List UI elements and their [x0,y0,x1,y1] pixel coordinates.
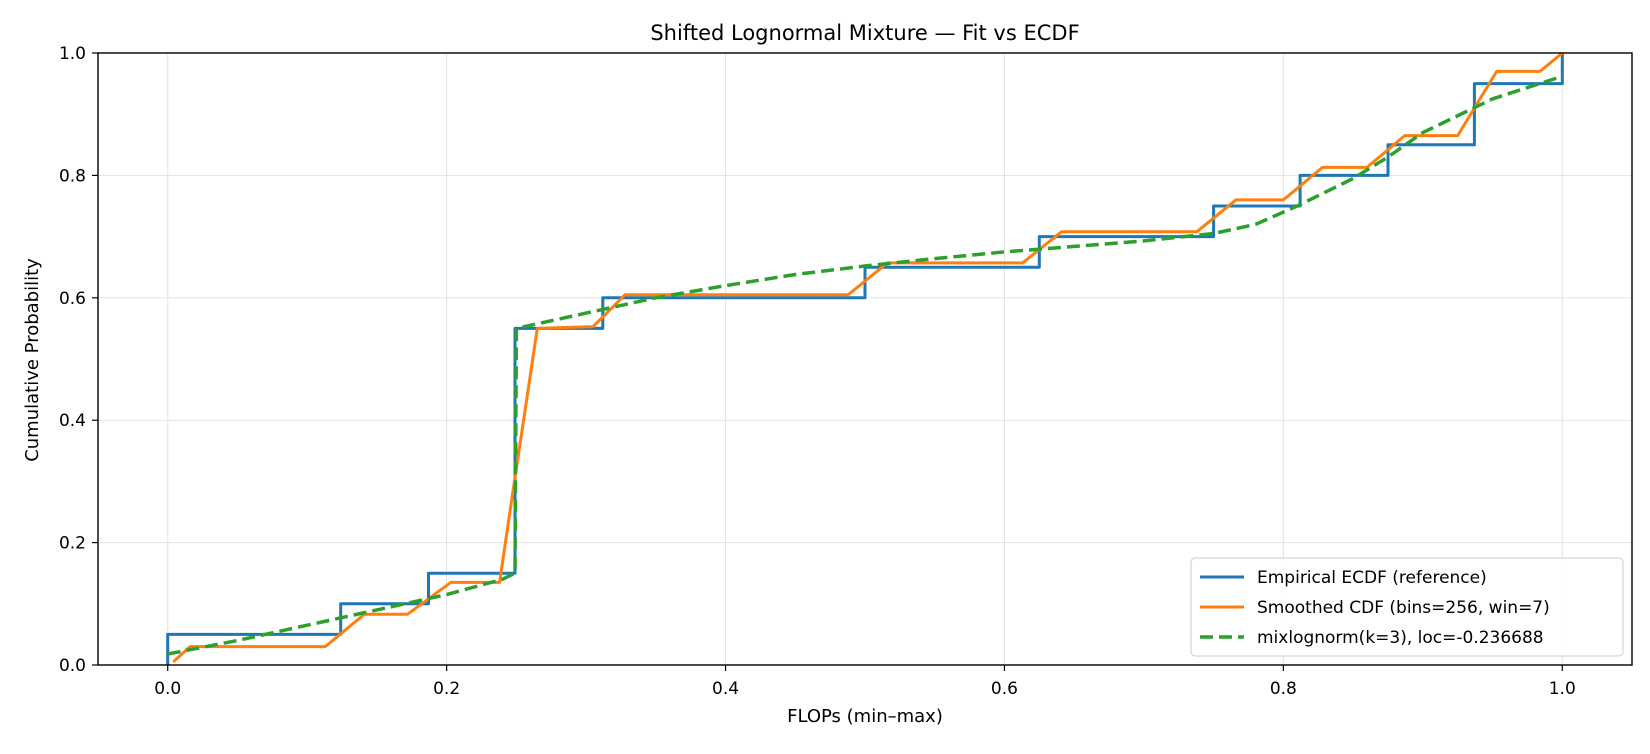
series-line-1 [166,53,1564,665]
series-lines [166,51,1564,665]
x-tick-label: 0.4 [712,679,739,699]
series-line-3 [167,74,1563,656]
x-tick-label: 1.0 [1549,679,1576,699]
x-tick-label: 0.6 [991,679,1018,699]
axes: 0.0 0.2 0.4 0.6 0.8 1.0 0.0 0.2 0.4 0.6 0.8 1.0 [59,44,1633,699]
y-tick-label: 0.6 [59,289,86,309]
y-tick-label: 1.0 [59,44,86,64]
chart-title: Shifted Lognormal Mixture — Fit vs ECDF [650,21,1079,45]
x-tick-label: 0.0 [154,679,181,699]
x-tick-label: 0.8 [1270,679,1297,699]
legend: Empirical ECDF (reference) Smoothed CDF (… [1190,557,1624,657]
y-axis-label: Cumulative Probability [22,258,43,462]
y-tick-label: 0.8 [59,166,86,186]
legend-label-2: Smoothed CDF (bins=256, win=7) [1257,598,1550,618]
x-axis-label: FLOPs (min–max) [787,706,943,727]
y-tick-label: 0.4 [59,411,86,431]
legend-label-1: Empirical ECDF (reference) [1257,568,1487,588]
y-tick-label: 0.2 [59,534,86,554]
y-tick-label: 0.0 [59,656,86,676]
legend-label-3: mixlognorm(k=3), loc=-0.236688 [1257,628,1544,648]
x-tick-label: 0.2 [433,679,460,699]
plot-frame [97,52,1633,666]
legend-box [1190,557,1624,657]
